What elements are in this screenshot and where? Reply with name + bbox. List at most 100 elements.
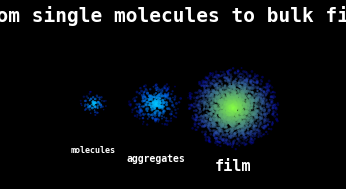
Point <box>227 82 233 85</box>
Point <box>261 106 267 109</box>
Text: film: film <box>215 159 251 174</box>
Point <box>206 136 211 139</box>
Point <box>213 99 218 102</box>
Point <box>196 100 201 103</box>
Point <box>147 95 153 98</box>
Point <box>239 113 245 116</box>
Point <box>246 95 252 98</box>
Point <box>200 79 206 82</box>
Point <box>200 94 206 97</box>
Point <box>199 121 205 124</box>
Point <box>217 88 223 91</box>
Point <box>159 105 165 108</box>
Point <box>233 97 239 100</box>
Point <box>231 132 237 135</box>
Point <box>217 80 222 83</box>
Point <box>227 117 233 120</box>
Point <box>240 122 246 125</box>
Point <box>154 88 159 91</box>
Point <box>249 119 255 122</box>
Point <box>136 106 142 109</box>
Point <box>145 91 151 94</box>
Point <box>202 123 208 126</box>
Point <box>264 91 270 94</box>
Point <box>224 129 230 132</box>
Point <box>228 77 234 81</box>
Point <box>206 91 211 94</box>
Point <box>157 111 163 114</box>
Point <box>198 99 203 102</box>
Point <box>237 120 242 123</box>
Point <box>149 106 154 109</box>
Point <box>226 101 231 104</box>
Point <box>220 139 226 142</box>
Point <box>217 119 222 122</box>
Point <box>230 97 236 100</box>
Point <box>200 100 206 103</box>
Point <box>257 88 263 91</box>
Point <box>263 124 268 127</box>
Point <box>257 92 263 95</box>
Point <box>245 131 250 134</box>
Point <box>215 95 220 98</box>
Point <box>227 114 233 117</box>
Point <box>221 118 227 121</box>
Point <box>149 98 155 101</box>
Point <box>216 107 221 110</box>
Point <box>209 119 214 122</box>
Point <box>260 117 265 120</box>
Point <box>137 111 143 114</box>
Point <box>217 113 222 116</box>
Point <box>264 120 270 123</box>
Point <box>238 114 243 117</box>
Point <box>233 127 239 130</box>
Point <box>237 118 242 121</box>
Point <box>232 132 238 135</box>
Point <box>227 105 233 108</box>
Point <box>228 75 234 78</box>
Point <box>229 105 234 108</box>
Point <box>254 116 260 119</box>
Point <box>92 98 98 101</box>
Point <box>204 103 210 106</box>
Point <box>204 98 209 101</box>
Point <box>153 118 158 121</box>
Point <box>221 101 227 105</box>
Point <box>243 102 248 105</box>
Point <box>217 122 222 125</box>
Point <box>233 103 238 106</box>
Point <box>189 103 194 106</box>
Point <box>238 99 243 102</box>
Point <box>203 114 209 117</box>
Point <box>187 107 193 110</box>
Point <box>156 94 162 97</box>
Point <box>230 105 235 108</box>
Point <box>230 93 235 96</box>
Point <box>232 106 237 109</box>
Point <box>230 94 236 97</box>
Point <box>147 101 153 105</box>
Point <box>258 107 263 110</box>
Point <box>237 109 243 112</box>
Point <box>229 86 234 89</box>
Point <box>227 112 233 115</box>
Point <box>191 117 197 120</box>
Point <box>271 103 276 106</box>
Point <box>147 88 153 91</box>
Point <box>164 86 170 89</box>
Point <box>211 117 217 120</box>
Point <box>201 84 206 87</box>
Point <box>208 118 213 121</box>
Point <box>258 107 264 110</box>
Point <box>232 92 237 95</box>
Point <box>154 109 159 112</box>
Text: aggregates: aggregates <box>126 154 185 164</box>
Point <box>153 120 158 123</box>
Point <box>216 118 222 121</box>
Point <box>232 100 237 103</box>
Point <box>206 93 211 96</box>
Point <box>221 113 227 116</box>
Point <box>165 107 170 110</box>
Point <box>226 109 231 112</box>
Point <box>263 125 268 128</box>
